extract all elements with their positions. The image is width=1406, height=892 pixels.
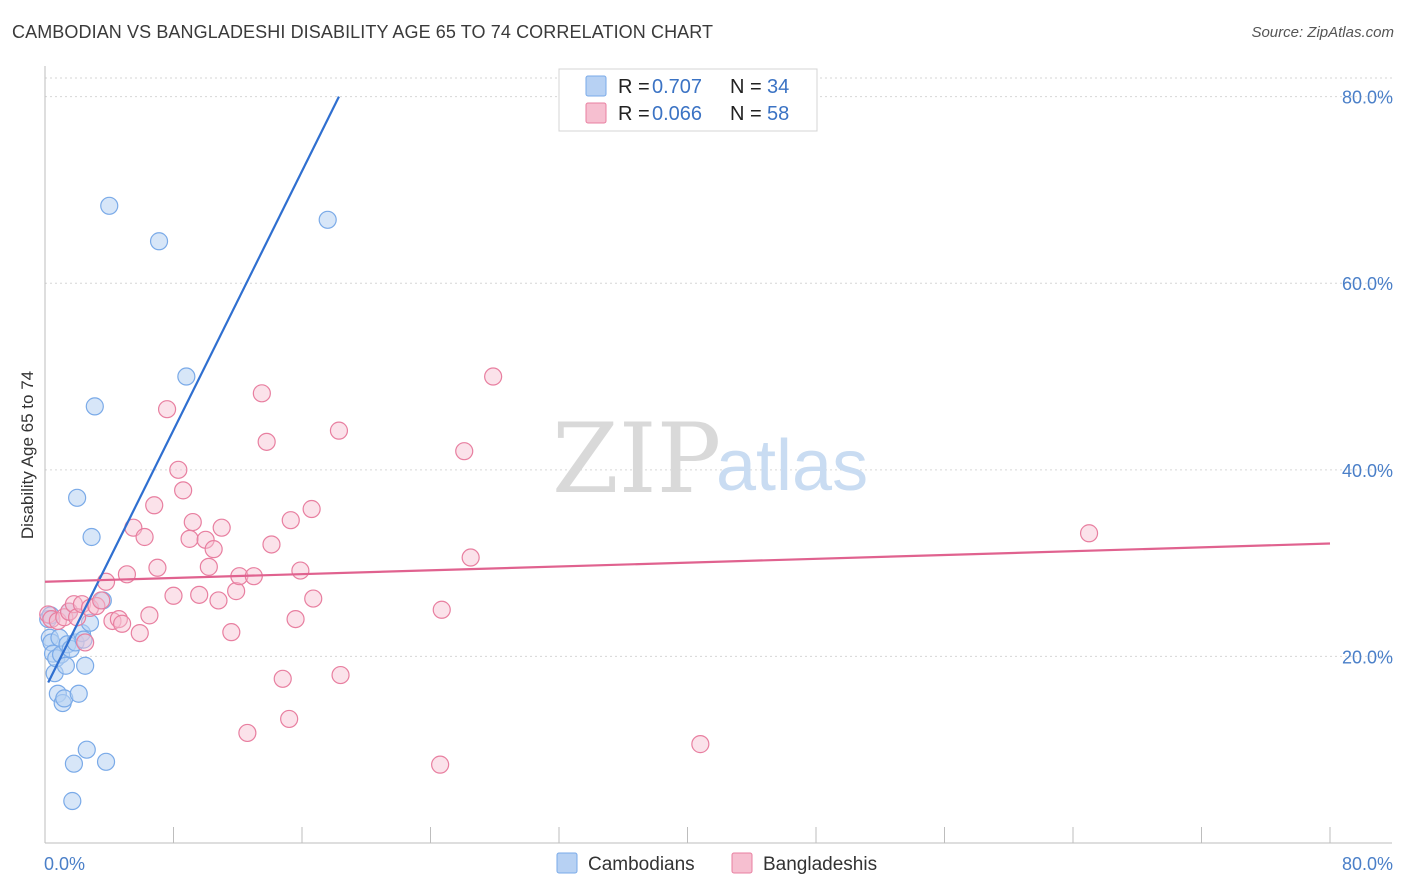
bangladeshis-point-35 — [222, 623, 241, 642]
cambodians-point-15 — [63, 791, 82, 811]
cambodians-point-16 — [64, 754, 84, 773]
bangladeshis-point-3 — [55, 608, 74, 627]
bangladeshis-point-20 — [140, 606, 159, 625]
axes — [44, 66, 1392, 844]
y-tick-label-2: 40.0% — [1342, 461, 1393, 481]
cambodians-point-25 — [82, 527, 101, 547]
series-bangladeshis — [39, 367, 1099, 774]
legend-swatch-cambodians — [585, 75, 607, 97]
bangladeshis-point-44 — [280, 709, 299, 729]
bangladeshis-point-33 — [209, 591, 228, 610]
bangladeshis-point-49 — [304, 589, 323, 608]
bangladeshis-point-52 — [431, 755, 450, 774]
cambodians-trend-line — [47, 96, 340, 684]
legend-n-value-bangladeshis: 58 — [767, 103, 789, 125]
bangladeshis-point-34 — [212, 518, 231, 537]
cambodians-point-26 — [85, 397, 104, 416]
legend-n-label-bangladeshis: N = — [730, 103, 762, 125]
bangladeshis-point-32 — [204, 540, 223, 559]
bangladeshis-point-31 — [199, 557, 218, 576]
bangladeshis-point-47 — [291, 561, 310, 580]
bangladeshis-point-15 — [112, 614, 132, 633]
trend-lines — [44, 96, 1331, 684]
bangladeshis-point-50 — [329, 421, 349, 440]
bangladeshis-point-11 — [92, 591, 111, 610]
bottom-legend-swatch-bangladeshis — [731, 852, 753, 874]
tick-labels: 80.0% 60.0% 40.0% 20.0% 0.0% 80.0% — [44, 88, 1393, 874]
watermark-zip: ZIP — [552, 403, 721, 515]
cambodians-point-22 — [76, 656, 95, 675]
bangladeshis-trend-line — [44, 542, 1331, 583]
y-tick-label-3: 20.0% — [1342, 647, 1393, 667]
bangladeshis-point-28 — [183, 512, 202, 532]
series-cambodians — [39, 196, 337, 811]
bangladeshis-point-42 — [262, 535, 281, 554]
y-tick-label-1: 60.0% — [1342, 274, 1393, 294]
legend-r-label-bangladeshis: R = — [618, 103, 650, 125]
bangladeshis-point-58 — [1079, 524, 1099, 543]
cambodians-point-30 — [149, 232, 169, 251]
watermark: ZIP atlas — [552, 403, 868, 515]
bangladeshis-point-38 — [238, 723, 257, 743]
bangladeshis-point-10 — [87, 596, 106, 616]
bottom-legend-bangladeshis: Bangladeshis — [763, 854, 877, 875]
source-label: Source: ZipAtlas.com — [1251, 24, 1394, 41]
y-tick-label-0: 80.0% — [1342, 88, 1393, 108]
bangladeshis-point-26 — [174, 481, 193, 500]
cambodians-point-28 — [96, 752, 116, 771]
bangladeshis-point-22 — [148, 558, 167, 577]
bangladeshis-point-21 — [145, 496, 164, 515]
watermark-atlas: atlas — [716, 426, 868, 506]
bangladeshis-point-18 — [130, 623, 149, 643]
bangladeshis-point-29 — [190, 585, 209, 604]
bottom-legend-swatch-cambodians — [556, 852, 578, 874]
bangladeshis-point-48 — [302, 499, 321, 519]
legend-n-value-cambodians: 34 — [767, 76, 789, 98]
bangladeshis-point-23 — [157, 400, 177, 419]
bangladeshis-point-40 — [252, 384, 271, 403]
legend-n-label-cambodians: N = — [730, 76, 762, 98]
legend-swatch-bangladeshis — [585, 102, 607, 124]
bangladeshis-point-24 — [164, 586, 183, 605]
cambodians-point-31 — [177, 367, 196, 386]
gridlines — [45, 77, 1392, 657]
bangladeshis-point-41 — [257, 432, 276, 451]
series-legend: Cambodians Bangladeshis — [556, 852, 877, 875]
cambodians-point-29 — [100, 196, 119, 215]
legend-r-label-cambodians: R = — [618, 76, 650, 98]
cambodians-point-32 — [318, 210, 337, 229]
cambodians-point-19 — [69, 684, 88, 703]
bangladeshis-point-25 — [169, 460, 188, 479]
legend-r-value-bangladeshis: 0.066 — [652, 103, 702, 125]
bottom-legend-cambodians: Cambodians — [588, 854, 695, 875]
bangladeshis-point-57 — [691, 735, 710, 754]
bangladeshis-point-54 — [455, 442, 474, 461]
chart-title: CAMBODIAN VS BANGLADESHI DISABILITY AGE … — [12, 22, 714, 42]
cambodians-point-21 — [74, 630, 93, 649]
bangladeshis-point-45 — [281, 511, 300, 530]
bangladeshis-point-19 — [135, 527, 154, 547]
cambodians-point-18 — [68, 488, 87, 507]
legend-r-value-cambodians: 0.707 — [652, 76, 702, 98]
bangladeshis-point-55 — [461, 548, 480, 567]
bangladeshis-point-56 — [484, 367, 503, 386]
bangladeshis-point-51 — [331, 665, 350, 685]
bangladeshis-point-36 — [227, 582, 246, 601]
bangladeshis-point-53 — [432, 600, 451, 619]
bangladeshis-point-27 — [180, 529, 199, 548]
x-tick-label-0: 0.0% — [44, 854, 85, 874]
bangladeshis-point-8 — [76, 633, 95, 652]
correlation-legend: R = 0.707 N = 34 R = 0.066 N = 58 — [558, 68, 818, 132]
bangladeshis-point-46 — [286, 609, 305, 629]
x-tick-label-1: 80.0% — [1342, 854, 1393, 874]
cambodians-point-23 — [77, 740, 96, 759]
bangladeshis-point-43 — [273, 669, 292, 688]
